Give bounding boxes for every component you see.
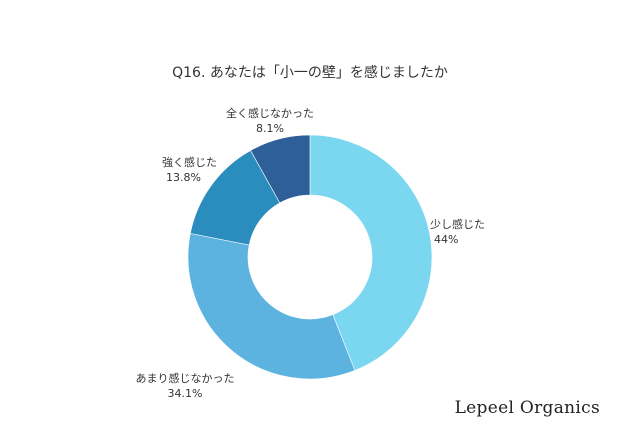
slice-value-label-3: 13.8% bbox=[166, 171, 201, 184]
slice-value-label-1: 44% bbox=[434, 233, 458, 246]
slice-category-label-2: あまり感じなかった bbox=[136, 372, 235, 385]
donut-slice-2 bbox=[187, 233, 356, 380]
slice-value-label-4: 8.1% bbox=[256, 122, 284, 135]
brand-logo-text: Lepeel Organics bbox=[454, 398, 600, 418]
donut-slice-1 bbox=[309, 134, 433, 371]
donut-slice-4 bbox=[250, 134, 311, 204]
slice-category-label-4: 全く感じなかった bbox=[226, 106, 314, 120]
slice-category-label-1: 少し感じた bbox=[430, 218, 485, 231]
slice-value-label-2: 34.1% bbox=[168, 387, 203, 400]
chart-title: Q16. あなたは「小一の壁」を感じましたか bbox=[172, 65, 448, 81]
slice-category-label-3: 強く感じた bbox=[162, 156, 217, 169]
